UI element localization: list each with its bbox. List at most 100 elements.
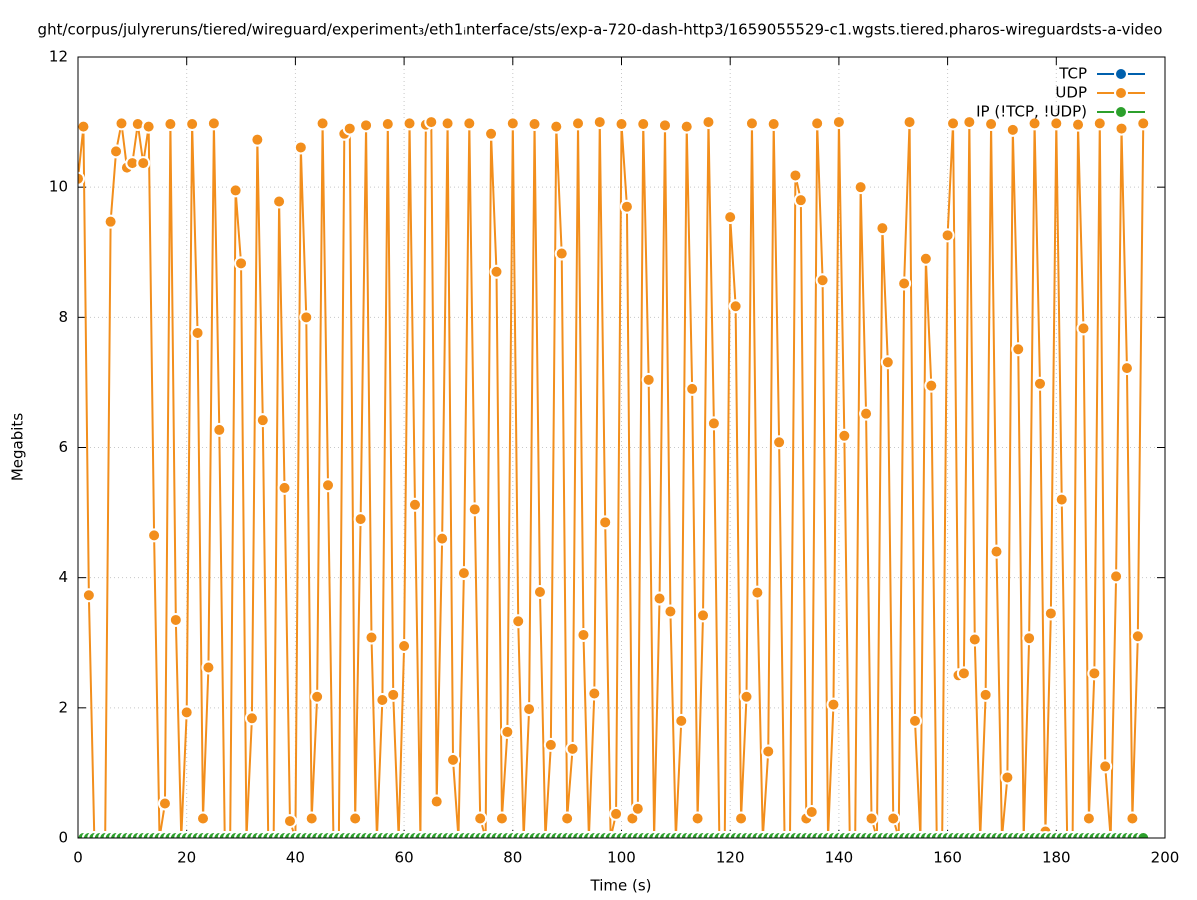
data-point xyxy=(554,246,569,261)
data-point xyxy=(407,497,422,512)
data-point xyxy=(761,744,776,759)
data-point xyxy=(310,689,325,704)
x-tick-label: 40 xyxy=(286,849,305,867)
data-point xyxy=(456,566,471,581)
data-point xyxy=(1136,831,1151,838)
data-point xyxy=(1000,770,1015,785)
data-point xyxy=(978,687,993,702)
y-tick-label: 12 xyxy=(49,48,68,66)
data-point xyxy=(494,811,509,826)
x-tick-label: 180 xyxy=(1042,849,1071,867)
data-point xyxy=(348,811,363,826)
data-point xyxy=(78,119,91,134)
data-point xyxy=(956,666,971,681)
data-point xyxy=(364,630,379,645)
data-point xyxy=(1054,492,1069,507)
data-point xyxy=(810,116,825,131)
data-point xyxy=(804,804,819,819)
data-point xyxy=(304,811,319,826)
data-point xyxy=(299,310,314,325)
data-point xyxy=(543,737,558,752)
data-point xyxy=(163,117,178,132)
data-point xyxy=(1119,361,1134,376)
data-point xyxy=(511,614,526,629)
data-point xyxy=(989,544,1004,559)
data-point xyxy=(967,632,982,647)
x-axis-label: Time (s) xyxy=(590,877,652,895)
data-point xyxy=(435,531,450,546)
y-tick-label: 0 xyxy=(58,829,68,847)
data-point xyxy=(185,117,200,132)
data-point xyxy=(473,811,488,826)
data-point xyxy=(147,528,162,543)
x-tick-label: 100 xyxy=(607,849,636,867)
data-point xyxy=(875,221,890,236)
data-point xyxy=(109,144,124,159)
data-point xyxy=(880,355,895,370)
data-point xyxy=(1125,811,1140,826)
data-point xyxy=(1049,116,1064,131)
x-tick-label: 20 xyxy=(177,849,196,867)
data-point xyxy=(500,724,515,739)
data-point xyxy=(282,814,297,829)
data-point xyxy=(685,381,700,396)
data-point xyxy=(1011,342,1026,357)
legend-label: TCP xyxy=(1058,65,1087,83)
data-point xyxy=(103,214,118,229)
data-point xyxy=(826,697,841,712)
data-point xyxy=(484,126,499,141)
data-point xyxy=(168,612,183,627)
data-point xyxy=(1081,811,1096,826)
data-point xyxy=(706,416,721,431)
data-point xyxy=(293,140,308,155)
data-point xyxy=(614,117,629,132)
data-point xyxy=(527,117,542,132)
data-point xyxy=(272,194,287,209)
data-point xyxy=(380,117,395,132)
data-point xyxy=(429,794,444,809)
data-point xyxy=(467,502,482,517)
data-point xyxy=(679,119,694,134)
data-point xyxy=(788,168,803,183)
data-point xyxy=(386,687,401,702)
data-point xyxy=(897,276,912,291)
legend-label: UDP xyxy=(1055,84,1087,102)
legend-marker xyxy=(1114,67,1128,81)
data-point xyxy=(657,118,672,133)
data-point xyxy=(1076,321,1091,336)
plot-area xyxy=(78,115,1151,838)
data-point xyxy=(609,806,624,821)
legend-marker xyxy=(1114,86,1128,100)
data-point xyxy=(359,118,374,133)
data-point xyxy=(815,273,830,288)
data-point xyxy=(342,121,357,136)
data-point xyxy=(136,156,151,171)
data-point xyxy=(1022,631,1037,646)
data-point xyxy=(1027,116,1042,131)
x-tick-label: 120 xyxy=(716,849,745,867)
data-point xyxy=(701,115,716,130)
data-point xyxy=(924,378,939,393)
data-point xyxy=(321,478,336,493)
data-point xyxy=(196,811,211,826)
data-point xyxy=(750,585,765,600)
data-point xyxy=(315,116,330,131)
data-point xyxy=(505,116,520,131)
data-point xyxy=(560,811,575,826)
x-tick-label: 160 xyxy=(933,849,962,867)
data-point xyxy=(190,325,205,340)
data-point xyxy=(831,115,846,130)
data-point xyxy=(630,801,645,816)
x-tick-label: 80 xyxy=(503,849,522,867)
data-point xyxy=(1032,376,1047,391)
data-point xyxy=(424,115,439,130)
data-point xyxy=(157,796,172,811)
data-point xyxy=(940,228,955,243)
data-point xyxy=(1092,116,1107,131)
chart-title: ght/corpus/julyreruns/tiered/wireguard/e… xyxy=(38,21,1163,39)
data-point xyxy=(141,119,156,134)
data-point xyxy=(1005,122,1020,137)
data-point xyxy=(228,183,243,198)
data-point xyxy=(907,713,922,728)
